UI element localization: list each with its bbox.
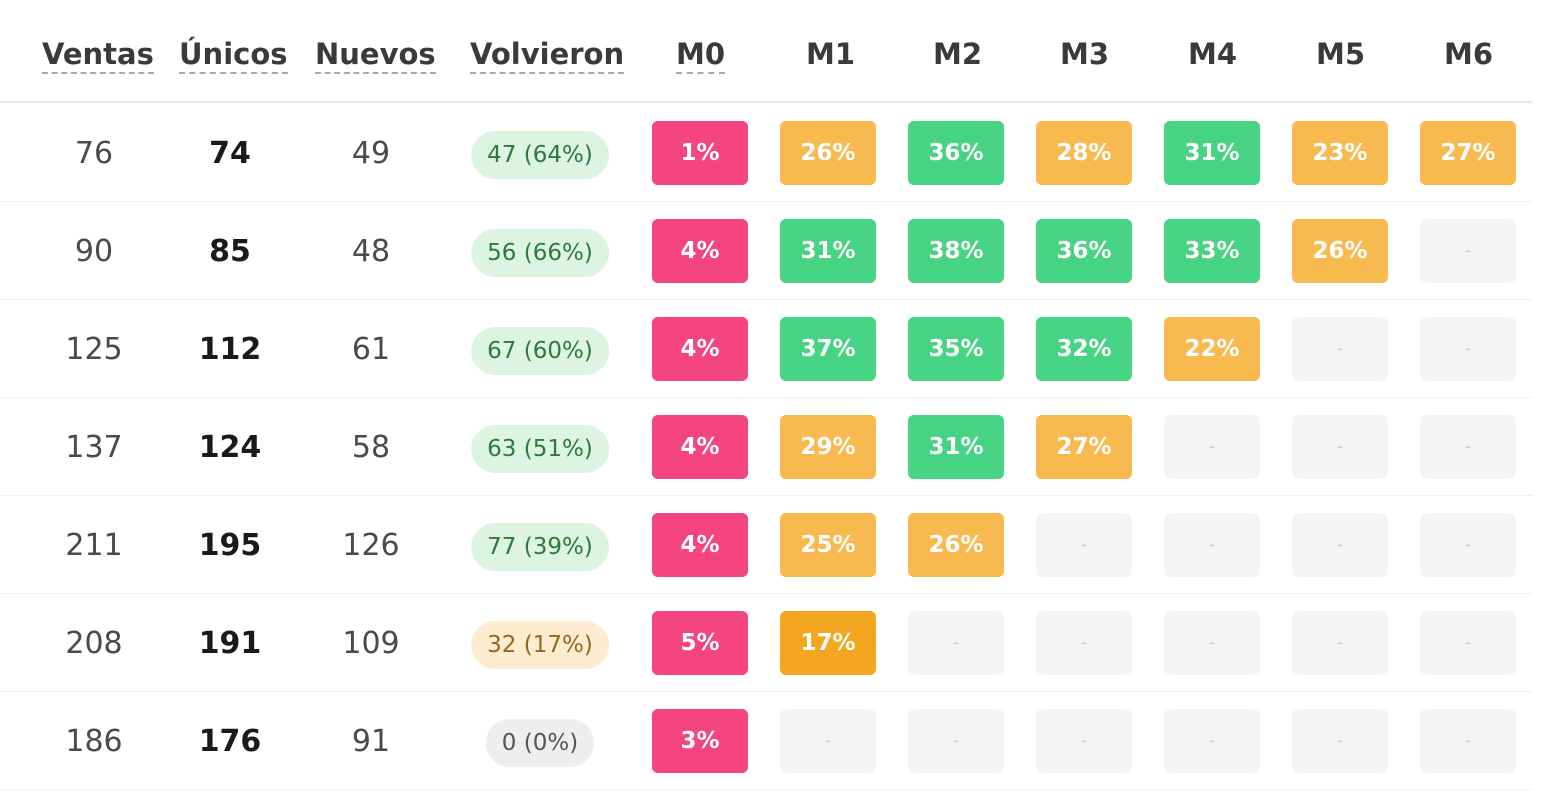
- retention-cell-m0[interactable]: 4%: [652, 219, 748, 283]
- volvieron-badge: 32 (17%): [471, 621, 609, 669]
- retention-cell-m2[interactable]: 36%: [908, 121, 1004, 185]
- retention-cell-m3: -: [1036, 513, 1132, 577]
- retention-cell-m4: -: [1164, 415, 1260, 479]
- retention-cell-m3[interactable]: 27%: [1036, 415, 1132, 479]
- header-nuevos[interactable]: Nuevos: [315, 34, 436, 74]
- nuevos-value: 48: [351, 234, 391, 269]
- retention-cell-m3: -: [1036, 709, 1132, 773]
- volvieron-badge: 67 (60%): [471, 327, 609, 375]
- header-m4: M4: [1188, 37, 1238, 71]
- ventas-value: 76: [74, 136, 114, 171]
- retention-cell-m4[interactable]: 33%: [1164, 219, 1260, 283]
- header-ventas[interactable]: Ventas: [42, 34, 154, 74]
- retention-cell-m2: -: [908, 611, 1004, 675]
- retention-cell-m0[interactable]: 4%: [652, 415, 748, 479]
- nuevos-value: 49: [351, 136, 391, 171]
- table-row: 208 191 109 32 (17%) 5% 17% - - - - -: [0, 594, 1532, 692]
- table-row: 90 85 48 56 (66%) 4% 31% 38% 36% 33% 26% -: [0, 202, 1532, 300]
- retention-cell-m0[interactable]: 1%: [652, 121, 748, 185]
- retention-cell-m1[interactable]: 25%: [780, 513, 876, 577]
- header-m5: M5: [1316, 37, 1366, 71]
- ventas-value: 208: [65, 626, 123, 661]
- retention-cell-m0[interactable]: 5%: [652, 611, 748, 675]
- unicos-value: 195: [198, 528, 262, 563]
- table-row: 125 112 61 67 (60%) 4% 37% 35% 32% 22% - -: [0, 300, 1532, 398]
- retention-cell-m5: -: [1292, 709, 1388, 773]
- volvieron-badge: 63 (51%): [471, 425, 609, 473]
- retention-cell-m1[interactable]: 29%: [780, 415, 876, 479]
- retention-cell-m1[interactable]: 17%: [780, 611, 876, 675]
- retention-cell-m0[interactable]: 4%: [652, 513, 748, 577]
- header-m0[interactable]: M0: [676, 34, 726, 74]
- retention-cell-m5: -: [1292, 611, 1388, 675]
- volvieron-badge: 47 (64%): [471, 131, 609, 179]
- header-unicos[interactable]: Únicos: [179, 34, 288, 74]
- unicos-value: 191: [198, 626, 262, 661]
- volvieron-badge: 56 (66%): [471, 229, 609, 277]
- unicos-value: 124: [198, 430, 262, 465]
- header-m2: M2: [933, 37, 983, 71]
- header-m1: M1: [806, 37, 856, 71]
- retention-cell-m1[interactable]: 37%: [780, 317, 876, 381]
- unicos-value: 176: [198, 724, 262, 759]
- unicos-value: 112: [198, 332, 262, 367]
- retention-cell-m4[interactable]: 31%: [1164, 121, 1260, 185]
- retention-cell-m5: -: [1292, 317, 1388, 381]
- ventas-value: 186: [65, 724, 123, 759]
- volvieron-badge: 77 (39%): [471, 523, 609, 571]
- retention-cell-m6[interactable]: 27%: [1420, 121, 1516, 185]
- nuevos-value: 109: [342, 626, 400, 661]
- unicos-value: 85: [209, 234, 251, 269]
- ventas-value: 90: [74, 234, 114, 269]
- retention-cell-m2[interactable]: 35%: [908, 317, 1004, 381]
- table-row: 211 195 126 77 (39%) 4% 25% 26% - - - -: [0, 496, 1532, 594]
- retention-cell-m5[interactable]: 26%: [1292, 219, 1388, 283]
- retention-cell-m6: -: [1420, 219, 1516, 283]
- header-m6: M6: [1444, 37, 1494, 71]
- retention-cell-m1: -: [780, 709, 876, 773]
- retention-cell-m2: -: [908, 709, 1004, 773]
- table-row: 137 124 58 63 (51%) 4% 29% 31% 27% - - -: [0, 398, 1532, 496]
- nuevos-value: 91: [351, 724, 391, 759]
- retention-cell-m6: -: [1420, 513, 1516, 577]
- retention-cell-m6: -: [1420, 611, 1516, 675]
- retention-cell-m1[interactable]: 31%: [780, 219, 876, 283]
- retention-cell-m5: -: [1292, 415, 1388, 479]
- retention-cell-m6: -: [1420, 317, 1516, 381]
- unicos-value: 74: [209, 136, 251, 171]
- nuevos-value: 58: [351, 430, 391, 465]
- nuevos-value: 61: [351, 332, 391, 367]
- retention-cell-m1[interactable]: 26%: [780, 121, 876, 185]
- ventas-value: 125: [65, 332, 123, 367]
- header-m3: M3: [1060, 37, 1110, 71]
- retention-cell-m4: -: [1164, 709, 1260, 773]
- retention-cell-m6: -: [1420, 709, 1516, 773]
- cohort-table-header: Ventas Únicos Nuevos Volvieron M0 M1 M2 …: [0, 0, 1532, 103]
- retention-cell-m6: -: [1420, 415, 1516, 479]
- ventas-value: 211: [65, 528, 123, 563]
- retention-cell-m0[interactable]: 3%: [652, 709, 748, 773]
- volvieron-badge: 0 (0%): [485, 719, 595, 767]
- table-row: 76 74 49 47 (64%) 1% 26% 36% 28% 31% 23% 27%: [0, 104, 1532, 202]
- retention-cell-m4: -: [1164, 611, 1260, 675]
- retention-cell-m3[interactable]: 36%: [1036, 219, 1132, 283]
- retention-cell-m2[interactable]: 38%: [908, 219, 1004, 283]
- retention-cell-m5: -: [1292, 513, 1388, 577]
- table-row: 186 176 91 0 (0%) 3% - - - - - -: [0, 692, 1532, 790]
- header-volvieron[interactable]: Volvieron: [470, 34, 625, 74]
- retention-cell-m2[interactable]: 31%: [908, 415, 1004, 479]
- retention-cell-m4: -: [1164, 513, 1260, 577]
- retention-cell-m3[interactable]: 28%: [1036, 121, 1132, 185]
- retention-cell-m4[interactable]: 22%: [1164, 317, 1260, 381]
- retention-cell-m5[interactable]: 23%: [1292, 121, 1388, 185]
- ventas-value: 137: [65, 430, 123, 465]
- retention-cell-m3[interactable]: 32%: [1036, 317, 1132, 381]
- nuevos-value: 126: [342, 528, 400, 563]
- retention-cell-m2[interactable]: 26%: [908, 513, 1004, 577]
- retention-cell-m0[interactable]: 4%: [652, 317, 748, 381]
- retention-cell-m3: -: [1036, 611, 1132, 675]
